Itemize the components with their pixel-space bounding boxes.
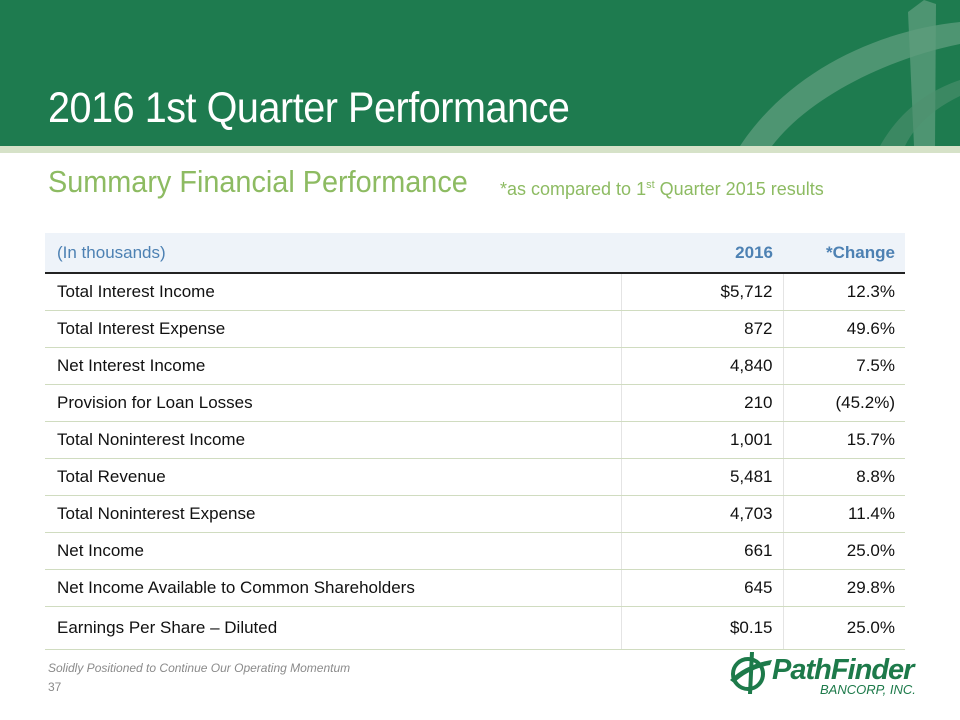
row-change: 29.8% [783,569,905,607]
banner-swoosh-graphic [740,0,960,146]
note-suffix: Quarter 2015 results [654,179,824,199]
logo-name: PathFinder [772,654,914,686]
row-change: 8.8% [783,458,905,496]
page-number: 37 [48,680,62,694]
row-change: 25.0% [783,606,905,650]
row-label: Total Revenue [45,458,622,496]
page-title: 2016 1st Quarter Performance [48,84,570,132]
row-value: 5,481 [621,458,784,496]
table-row: Net Income 661 25.0% [45,532,905,570]
title-banner: 2016 1st Quarter Performance [0,0,960,146]
divider-bar [0,146,960,153]
table-row: Net Interest Income 4,840 7.5% [45,347,905,385]
header-change: *Change [783,233,905,274]
company-logo: PathFinder BANCORP, INC. [728,650,918,700]
footer-tagline: Solidly Positioned to Continue Our Opera… [48,661,351,675]
table-row: Total Interest Income $5,712 12.3% [45,273,905,311]
table-row: Total Noninterest Income 1,001 15.7% [45,421,905,459]
comparison-note: *as compared to 1st Quarter 2015 results [500,179,824,200]
row-label: Total Noninterest Income [45,421,622,459]
financial-table: (In thousands) 2016 *Change Total Intere… [45,233,905,650]
row-change: 15.7% [783,421,905,459]
table-row: Earnings Per Share – Diluted $0.15 25.0% [45,606,905,650]
row-change: 7.5% [783,347,905,385]
subtitle-text: Summary Financial Performance [48,164,468,199]
row-value: 661 [621,532,784,570]
table-row: Total Noninterest Expense 4,703 11.4% [45,495,905,533]
row-change: (45.2%) [783,384,905,422]
header-units: (In thousands) [45,233,621,274]
section-subtitle: Summary Financial Performance *as compar… [48,164,824,200]
row-value: 4,840 [621,347,784,385]
row-change: 12.3% [783,273,905,311]
row-change: 25.0% [783,532,905,570]
row-change: 49.6% [783,310,905,348]
header-year: 2016 [621,233,783,274]
row-value: $5,712 [621,273,784,311]
row-label: Net Interest Income [45,347,622,385]
row-label: Total Interest Expense [45,310,622,348]
table-row: Provision for Loan Losses 210 (45.2%) [45,384,905,422]
row-value: 4,703 [621,495,784,533]
row-label: Net Income [45,532,622,570]
table-row: Net Income Available to Common Sharehold… [45,569,905,607]
note-prefix: *as compared to 1 [500,179,647,199]
table-row: Total Interest Expense 872 49.6% [45,310,905,348]
logo-subtitle: BANCORP, INC. [820,682,916,697]
table-header-row: (In thousands) 2016 *Change [45,233,905,274]
row-value: 645 [621,569,784,607]
row-value: 210 [621,384,784,422]
row-label: Provision for Loan Losses [45,384,622,422]
row-change: 11.4% [783,495,905,533]
row-value: 1,001 [621,421,784,459]
row-value: $0.15 [621,606,784,650]
row-label: Earnings Per Share – Diluted [45,606,622,650]
row-label: Total Interest Income [45,273,622,311]
row-label: Net Income Available to Common Sharehold… [45,569,622,607]
row-value: 872 [621,310,784,348]
table-row: Total Revenue 5,481 8.8% [45,458,905,496]
compass-logo-icon [730,652,772,694]
note-superscript: st [646,179,655,191]
row-label: Total Noninterest Expense [45,495,622,533]
